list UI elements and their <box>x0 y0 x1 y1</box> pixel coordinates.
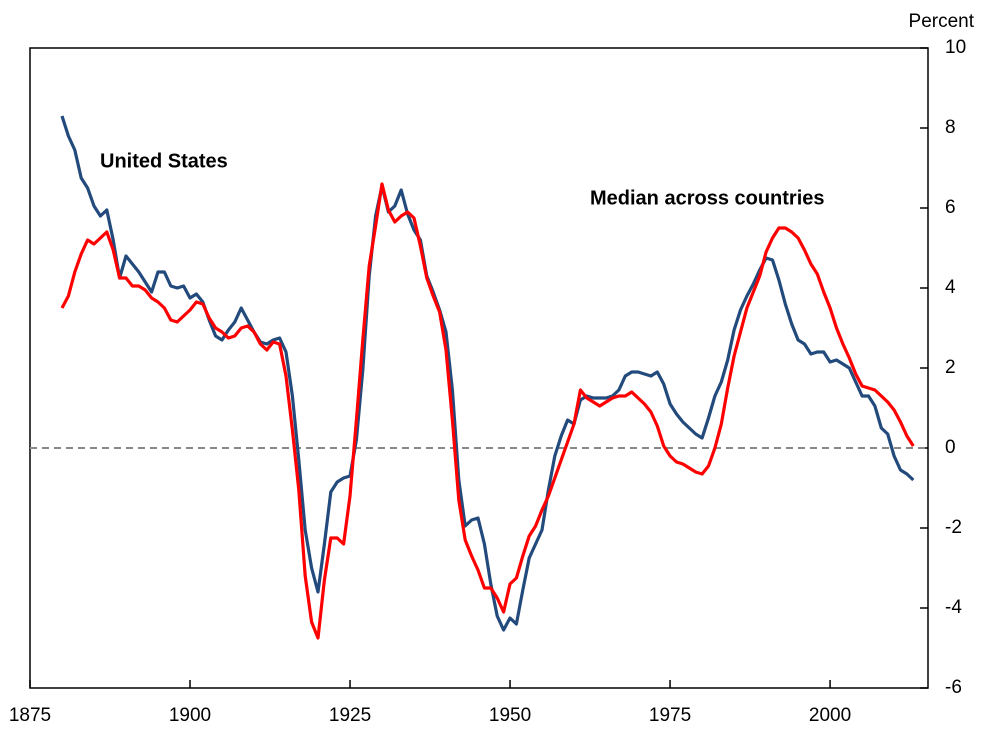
series-line <box>60 182 915 640</box>
y-tick-label: 0 <box>945 437 956 458</box>
x-tick-label: 1900 <box>169 705 211 726</box>
x-tick-label: 1875 <box>9 705 51 726</box>
y-tick-label: -2 <box>945 517 962 538</box>
plot-frame <box>29 47 929 689</box>
y-tick-label: 2 <box>945 357 956 378</box>
x-tick-label: 1975 <box>649 705 691 726</box>
y-tick-label: 6 <box>945 197 956 218</box>
y-tick-label: 8 <box>945 117 956 138</box>
y-tick-label: -6 <box>945 677 962 698</box>
y-axis-label: Percent <box>909 11 975 32</box>
y-tick-label: 10 <box>945 37 966 58</box>
y-tick-label: -4 <box>945 597 962 618</box>
x-tick-label: 2000 <box>809 705 851 726</box>
y-tick-label: 4 <box>945 277 956 298</box>
series-label: United States <box>100 150 228 172</box>
x-tick-label: 1950 <box>489 705 531 726</box>
x-tick-label: 1925 <box>329 705 371 726</box>
series-label: Median across countries <box>590 187 825 209</box>
